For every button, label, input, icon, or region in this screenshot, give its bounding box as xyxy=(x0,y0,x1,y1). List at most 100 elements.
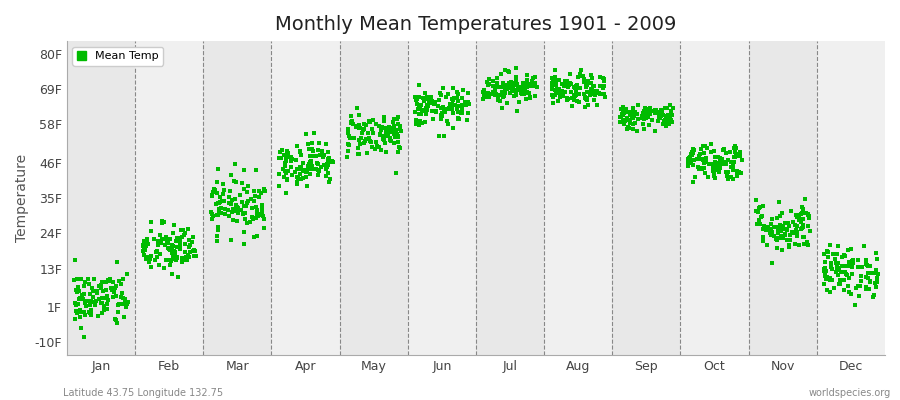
Point xyxy=(70,310,85,316)
Point xyxy=(169,256,184,263)
Point xyxy=(658,117,672,123)
Point xyxy=(116,276,130,282)
Point xyxy=(255,206,269,212)
Point xyxy=(228,208,242,214)
Point xyxy=(140,254,155,260)
Point xyxy=(349,104,364,111)
Point xyxy=(685,151,699,158)
Point xyxy=(616,120,631,127)
Point xyxy=(693,150,707,157)
Point xyxy=(868,283,883,290)
Point xyxy=(434,112,448,118)
Point xyxy=(83,302,97,308)
Point xyxy=(432,97,446,103)
Point xyxy=(237,186,251,192)
Point xyxy=(181,226,195,232)
Point xyxy=(178,241,193,247)
Point xyxy=(341,142,356,148)
Point xyxy=(652,108,666,115)
Point xyxy=(419,108,434,114)
Point xyxy=(572,91,587,97)
Point xyxy=(718,150,733,157)
Point xyxy=(696,157,710,163)
Point xyxy=(224,237,238,243)
Point xyxy=(631,102,645,108)
Point xyxy=(765,260,779,266)
Point xyxy=(279,169,293,176)
Point xyxy=(211,227,225,233)
Point xyxy=(412,102,427,108)
Point xyxy=(585,86,599,92)
Point xyxy=(817,266,832,272)
Text: Latitude 43.75 Longitude 132.75: Latitude 43.75 Longitude 132.75 xyxy=(63,388,223,398)
Point xyxy=(165,242,179,249)
Point xyxy=(389,170,403,176)
Point xyxy=(230,218,244,224)
Point xyxy=(94,285,108,291)
Point xyxy=(436,104,451,110)
Point xyxy=(830,267,844,274)
Point xyxy=(833,269,848,275)
Point xyxy=(186,234,201,240)
Point xyxy=(222,212,237,219)
Point xyxy=(725,163,740,169)
Point xyxy=(417,98,431,104)
Point xyxy=(305,162,320,169)
Point xyxy=(587,97,601,104)
Point xyxy=(621,109,635,116)
Point xyxy=(756,225,770,232)
Point xyxy=(323,158,338,164)
Point xyxy=(697,164,711,171)
Point xyxy=(346,135,361,142)
Point xyxy=(730,173,744,179)
Point xyxy=(319,166,333,172)
Point xyxy=(284,154,298,160)
Point xyxy=(257,186,272,192)
Point xyxy=(101,296,115,303)
Point xyxy=(702,161,716,167)
Point xyxy=(509,108,524,114)
Point xyxy=(713,158,727,164)
Point xyxy=(442,104,456,111)
Point xyxy=(482,81,496,87)
Point xyxy=(558,89,572,95)
Point xyxy=(569,83,583,90)
Point xyxy=(296,159,310,166)
Point xyxy=(640,106,654,112)
Point xyxy=(786,229,800,236)
Point xyxy=(112,301,126,308)
Point xyxy=(320,164,334,170)
Point xyxy=(156,236,170,243)
Point xyxy=(108,316,122,322)
Point xyxy=(828,256,842,262)
Point xyxy=(238,210,252,216)
Point xyxy=(596,84,610,91)
Point xyxy=(869,250,884,256)
Point xyxy=(502,80,517,86)
Point xyxy=(454,94,469,101)
Point xyxy=(299,131,313,137)
Point xyxy=(782,241,796,248)
Point xyxy=(734,149,748,155)
Point xyxy=(69,276,84,282)
Point xyxy=(420,107,435,114)
Point xyxy=(859,284,873,290)
Point xyxy=(428,99,442,105)
Point xyxy=(410,121,424,128)
Point xyxy=(842,262,856,269)
Point xyxy=(584,89,598,95)
Point xyxy=(626,121,640,127)
Point xyxy=(212,206,227,212)
Point xyxy=(242,219,256,226)
Point xyxy=(597,78,611,84)
Point xyxy=(709,167,724,173)
Point xyxy=(326,158,340,165)
Point xyxy=(352,125,366,132)
Point xyxy=(413,118,428,124)
Point xyxy=(391,114,405,120)
Point xyxy=(728,149,742,155)
Point xyxy=(68,308,83,314)
Point xyxy=(437,107,452,114)
Point xyxy=(836,287,850,294)
Point xyxy=(721,176,735,182)
